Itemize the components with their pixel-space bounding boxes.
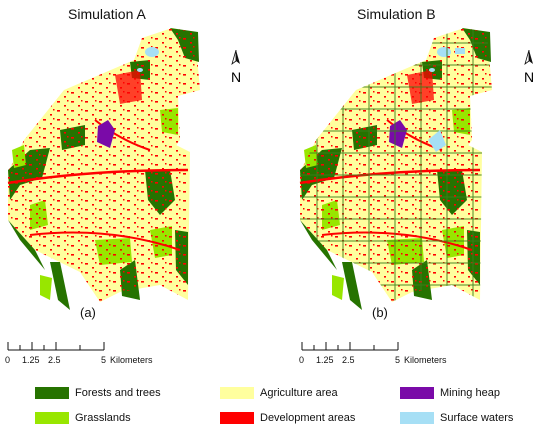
- scale-tick-label: 1.25: [316, 355, 334, 365]
- panel-b-title: Simulation B: [357, 6, 436, 22]
- scale-tick-label: 0: [299, 355, 305, 365]
- scale-tick-label: 2.5: [48, 355, 61, 365]
- panel-b-label: (b): [372, 305, 388, 320]
- legend-swatch: [220, 412, 254, 424]
- scale-unit-label: Kilometers: [404, 355, 447, 365]
- north-label: N: [231, 69, 241, 85]
- legend-item-forests: Forests and trees: [35, 386, 161, 400]
- panel-a-label: (a): [80, 305, 96, 320]
- legend-label: Mining heap: [440, 387, 500, 399]
- scale-tick-label: 5: [101, 355, 107, 365]
- scale-unit-label: Kilometers: [110, 355, 153, 365]
- legend-item-grasslands: Grasslands: [35, 411, 131, 425]
- legend-label: Forests and trees: [75, 387, 161, 399]
- legend-swatch: [220, 387, 254, 399]
- legend-swatch: [400, 412, 434, 424]
- legend-item-development: Development areas: [220, 411, 355, 425]
- scale-tick-label: 1.25: [22, 355, 40, 365]
- scale-bar: [7, 342, 105, 351]
- legend-swatch: [400, 387, 434, 399]
- legend-item-agriculture: Agriculture area: [220, 386, 338, 400]
- legend-label: Development areas: [260, 412, 356, 424]
- legend-swatch: [35, 387, 69, 399]
- panel-a-title: Simulation A: [68, 6, 146, 22]
- map-panel-a: [6, 26, 202, 312]
- legend-item-mining-heap: Mining heap: [400, 386, 500, 400]
- scale-bar: [301, 342, 399, 351]
- map-panel-b: [298, 26, 494, 312]
- scale-tick-label: 2.5: [342, 355, 355, 365]
- legend-item-surface-waters: Surface waters: [400, 411, 513, 425]
- north-arrow-icon: N: [524, 50, 534, 85]
- legend-label: Surface waters: [440, 412, 514, 424]
- legend-label: Grasslands: [75, 412, 131, 424]
- north-arrow-icon: N: [231, 50, 241, 85]
- scale-tick-label: 5: [395, 355, 401, 365]
- legend-swatch: [35, 412, 69, 424]
- north-label: N: [524, 69, 534, 85]
- scale-tick-label: 0: [5, 355, 11, 365]
- legend-label: Agriculture area: [260, 387, 338, 399]
